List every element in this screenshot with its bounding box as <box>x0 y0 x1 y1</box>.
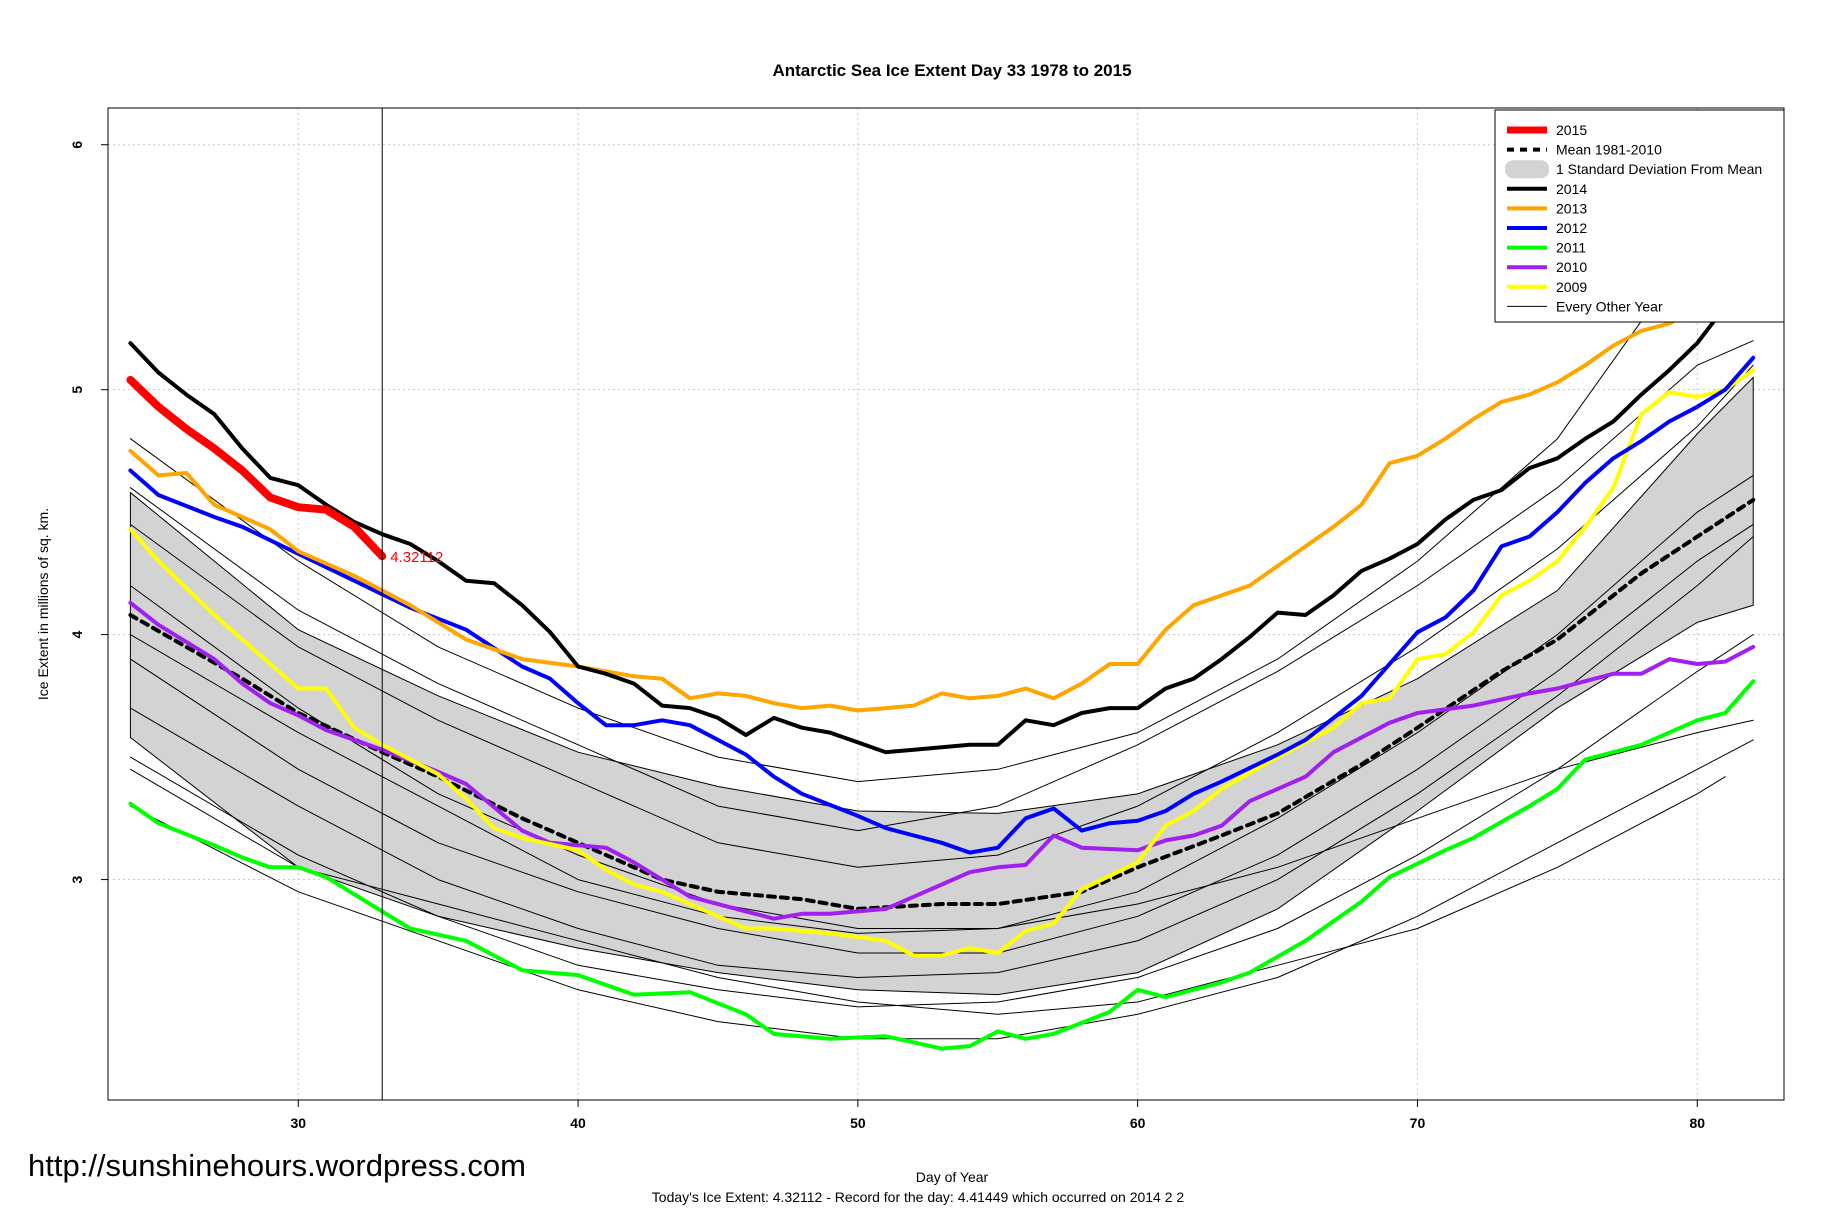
legend-label: 2011 <box>1556 240 1586 256</box>
x-tick-label: 30 <box>290 1115 306 1131</box>
series-line-other-year-i <box>129 768 1726 1015</box>
series-line-2015 <box>126 375 387 561</box>
series-line-other-year-h <box>129 634 1754 934</box>
today-value-label: 4.32112 <box>390 549 443 566</box>
chart-title: Antarctic Sea Ice Extent Day 33 1978 to … <box>772 61 1131 80</box>
x-axis-label: Day of Year <box>916 1169 989 1185</box>
series-line-other-year-e <box>129 536 1754 978</box>
x-tick-label: 40 <box>570 1115 586 1131</box>
plot-frame <box>107 107 1785 1101</box>
y-tick-label: 4 <box>69 631 85 639</box>
watermark-url: http://sunshinehours.wordpress.com <box>28 1148 526 1183</box>
y-tick-label: 6 <box>69 141 85 149</box>
series-line-other-year-g <box>129 739 1754 1040</box>
legend-label: 1 Standard Deviation From Mean <box>1556 161 1762 177</box>
series-line-2013 <box>128 272 1756 713</box>
legend-label: Every Other Year <box>1556 298 1663 314</box>
series-line-other-year-j <box>129 364 1754 868</box>
legend-label: 2014 <box>1556 181 1587 197</box>
x-tick-label: 50 <box>850 1115 866 1131</box>
legend-label: 2009 <box>1556 279 1587 295</box>
series-line-2012 <box>128 355 1756 855</box>
x-tick-label: 60 <box>1130 1115 1146 1131</box>
today-extent-text: Today's Ice Extent: 4.32112 - Record for… <box>651 1189 1185 1205</box>
legend-label: Mean 1981-2010 <box>1556 142 1662 158</box>
series-line-2011 <box>128 679 1756 1051</box>
legend-label: 2015 <box>1556 122 1587 138</box>
legend-label: 2012 <box>1556 220 1587 236</box>
series-line-other-year-a <box>129 156 1754 783</box>
series-line-2014 <box>128 282 1756 755</box>
y-axis-label: Ice Extent in millions of sq. km. <box>35 508 51 700</box>
y-tick-label: 5 <box>69 386 85 394</box>
legend-swatch <box>1505 160 1549 179</box>
y-tick-label: 3 <box>69 875 85 883</box>
series-line-other-year-b <box>129 340 1754 832</box>
x-tick-label: 80 <box>1689 1115 1705 1131</box>
legend-label: 2013 <box>1556 200 1587 216</box>
series-line-2009 <box>128 368 1756 958</box>
plot-area: 4.32112 30 40 50 60 70 80 3 4 5 6 Antarctic Sea Ice… <box>35 61 1785 1185</box>
x-tick-label: 70 <box>1410 1115 1426 1131</box>
legend-label: 2010 <box>1556 259 1587 275</box>
